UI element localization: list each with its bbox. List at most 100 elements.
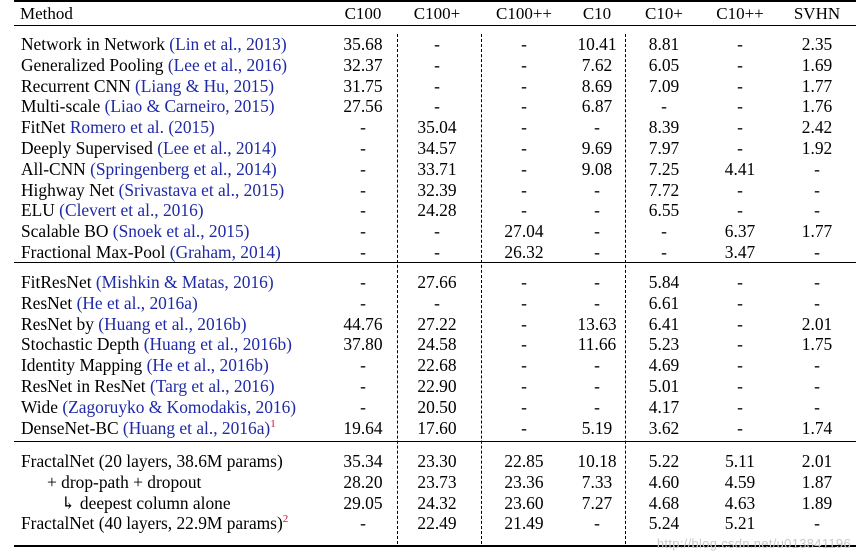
citation-link[interactable]: Romero et al. (2015) [69,117,215,138]
error-value-cell: 4.41 [724,158,756,179]
error-value-cell: - [737,292,743,313]
column-separator [481,34,482,544]
error-value-cell: 4.69 [648,355,680,376]
error-value-cell: 7.09 [648,75,680,96]
error-value-cell: 1.76 [801,96,833,117]
method-name: Stochastic Depth [21,334,140,355]
error-value-cell: - [360,292,366,313]
method-name: All-CNN [21,158,86,179]
method-name: Scalable BO [21,221,109,242]
error-value-cell: 32.37 [343,54,383,75]
error-value-cell: - [594,376,600,396]
error-value-cell: 2.01 [801,451,833,471]
error-value-cell: 23.30 [417,451,457,471]
error-value-cell: - [521,313,527,334]
footnote-marker: 2 [282,513,289,526]
citation-link[interactable]: (Lin et al., 2013) [169,34,287,54]
error-value-cell: 17.60 [417,417,457,438]
error-value-cell: 1.87 [801,471,833,492]
error-value-cell: - [737,34,743,54]
method-name-cell: All-CNN (Springenberg et al., 2014) [21,159,277,179]
citation-link[interactable]: (Zagoruyko & Komodakis, 2016) [62,396,297,417]
method-name: ResNet by [21,313,94,334]
citation-link[interactable]: (Springenberg et al., 2014) [90,158,277,179]
method-name-cell: FractalNet (40 layers, 22.9M params)2 [21,513,288,533]
column-header: C10+ [645,4,683,23]
error-value-cell: 8.69 [581,75,613,96]
error-value-cell: 23.60 [504,492,544,513]
error-value-cell: 23.73 [417,471,457,492]
column-header: C100 [344,4,382,23]
error-value-cell: 2.42 [801,117,833,138]
method-name: Identity Mapping [21,355,143,376]
error-value-cell: 4.68 [648,492,680,513]
error-value-cell: 1.89 [801,492,833,513]
error-value-cell: 24.32 [417,492,457,513]
error-value-cell: 5.84 [648,272,680,292]
method-name-cell: Network in Network (Lin et al., 2013) [21,34,287,54]
citation-link[interactable]: (Srivastava et al., 2015) [118,179,285,200]
error-value-cell: 10.18 [577,451,617,471]
error-value-cell: - [814,355,820,376]
error-value-cell: - [521,334,527,355]
column-separator [625,34,626,544]
citation-link[interactable]: (Liang & Hu, 2015) [135,75,275,96]
error-value-cell: 3.47 [724,242,756,262]
error-value-cell: 26.32 [504,242,544,262]
error-value-cell: 6.37 [724,221,756,242]
method-name: FitResNet [21,272,92,292]
error-value-cell: 1.77 [801,75,833,96]
citation-link[interactable]: (Huang et al., 2016b) [143,334,292,355]
error-value-cell: - [594,221,600,242]
error-value-cell: 9.08 [581,158,613,179]
error-value-cell: 5.22 [648,451,680,471]
citation-link[interactable]: (Graham, 2014) [169,242,281,262]
citation-link[interactable]: (Lee et al., 2014) [157,138,277,158]
error-value-cell: - [661,96,667,117]
error-value-cell: - [521,272,527,292]
error-value-cell: - [737,200,743,221]
method-name: ResNet in ResNet [21,376,146,396]
error-value-cell: - [737,376,743,396]
error-value-cell: - [737,75,743,96]
citation-link[interactable]: (Lee et al., 2016) [167,54,288,75]
error-value-cell: 2.35 [801,34,833,54]
error-value-cell: - [661,242,667,262]
method-name: Recurrent CNN [21,75,131,96]
citation-link[interactable]: (He et al., 2016a) [76,292,198,313]
error-value-cell: - [594,513,600,534]
citation-link[interactable]: (Snoek et al., 2015) [112,221,250,242]
error-value-cell: - [594,200,600,221]
method-name-cell: FitResNet (Mishkin & Matas, 2016) [21,272,274,292]
method-name-cell: ResNet by (Huang et al., 2016b) [21,314,247,334]
error-value-cell: - [521,96,527,117]
error-value-cell: 5.11 [725,451,755,471]
citation-link[interactable]: (Mishkin & Matas, 2016) [95,272,274,292]
method-name-cell: Generalized Pooling (Lee et al., 2016) [21,55,287,75]
method-name: ELU [21,200,55,221]
citation-link[interactable]: (Huang et al., 2016b) [98,313,247,334]
method-name-cell: Deeply Supervised (Lee et al., 2014) [21,138,276,158]
error-value-cell: - [521,355,527,376]
method-name: Highway Net [21,179,115,200]
horizontal-rule [14,25,856,26]
error-value-cell: 2.01 [801,313,833,334]
method-name: Fractional Max-Pool [21,242,166,262]
error-value-cell: - [594,242,600,262]
citation-link[interactable]: (He et al., 2016b) [146,355,269,376]
error-value-cell: 22.90 [417,376,457,396]
method-name-cell: Recurrent CNN (Liang & Hu, 2015) [21,76,274,96]
error-value-cell: 34.57 [417,138,457,158]
citation-link[interactable]: (Clevert et al., 2016) [59,200,204,221]
error-value-cell: - [434,34,440,54]
error-value-cell: 8.39 [648,117,680,138]
citation-link[interactable]: (Huang et al., 2016a) [122,417,271,438]
citation-link[interactable]: (Liao & Carneiro, 2015) [104,96,275,117]
citation-link[interactable]: (Targ et al., 2016) [149,376,275,396]
error-value-cell: 6.87 [581,96,613,117]
error-value-cell: 9.69 [581,138,613,158]
method-name: ↳ deepest column alone [61,492,231,513]
error-value-cell: 23.36 [504,471,544,492]
error-value-cell: 7.25 [648,158,680,179]
error-value-cell: 6.05 [648,54,680,75]
